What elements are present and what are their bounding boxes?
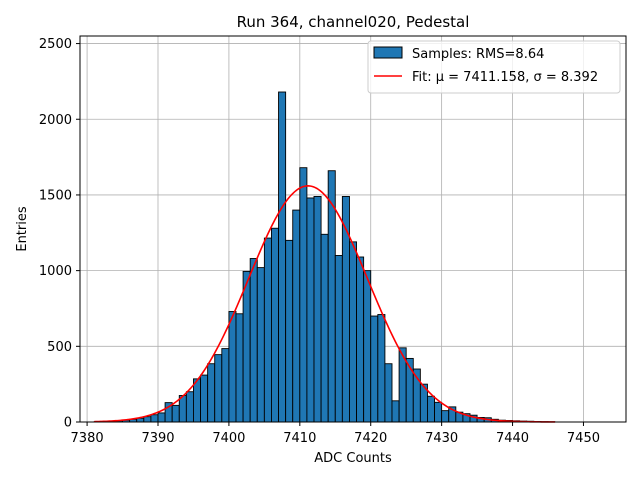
x-tick-label: 7400 bbox=[212, 431, 245, 446]
histogram-bar bbox=[313, 196, 322, 423]
histogram-bar bbox=[263, 237, 272, 423]
x-tick-label: 7440 bbox=[496, 431, 529, 446]
chart-title: Run 364, channel020, Pedestal bbox=[237, 13, 470, 31]
x-tick-label: 7420 bbox=[354, 431, 387, 446]
histogram-bar bbox=[370, 315, 379, 423]
y-tick-label: 0 bbox=[64, 416, 72, 431]
histogram-bar bbox=[334, 255, 343, 423]
histogram-bar bbox=[320, 233, 329, 423]
histogram-bar bbox=[171, 404, 180, 423]
legend-histogram-swatch bbox=[373, 46, 403, 59]
histogram-bar bbox=[235, 313, 244, 423]
y-axis-ticks: 0 500 1000 1500 2000 2500 bbox=[39, 37, 80, 431]
histogram-bar bbox=[157, 412, 166, 423]
histogram-bars bbox=[93, 91, 556, 423]
x-tick-label: 7430 bbox=[425, 431, 458, 446]
histogram-bar bbox=[427, 395, 435, 423]
histogram-bar bbox=[228, 311, 237, 423]
y-tick-label: 1500 bbox=[39, 188, 72, 203]
legend: Samples: RMS=8.64 Fit: μ = 7411.158, σ =… bbox=[367, 40, 621, 94]
fit-curve bbox=[94, 185, 556, 423]
histogram-bar bbox=[349, 241, 357, 423]
y-tick-label: 1000 bbox=[39, 264, 72, 279]
histogram-bar bbox=[193, 378, 201, 423]
x-axis-title: ADC Counts bbox=[314, 451, 392, 466]
x-tick-label: 7450 bbox=[567, 431, 600, 446]
legend-box bbox=[367, 40, 621, 94]
histogram-bar bbox=[143, 416, 152, 423]
histogram-bar bbox=[207, 363, 216, 423]
histogram-bar bbox=[384, 363, 393, 423]
histogram-bar bbox=[356, 256, 365, 423]
legend-histogram-label: Samples: RMS=8.64 bbox=[412, 47, 544, 62]
y-tick-label: 2000 bbox=[39, 113, 72, 128]
fit-curve-group bbox=[94, 185, 556, 423]
histogram-bar bbox=[434, 401, 443, 423]
plot-frame bbox=[79, 35, 627, 423]
histogram-bar bbox=[441, 410, 450, 423]
histogram-bar bbox=[285, 239, 294, 423]
histogram-bar bbox=[214, 354, 223, 423]
histogram-bar bbox=[278, 91, 287, 423]
histogram-bar bbox=[363, 270, 372, 423]
y-tick-label: 500 bbox=[47, 340, 72, 355]
y-axis-title: Entries bbox=[15, 206, 30, 252]
x-tick-label: 7410 bbox=[283, 431, 316, 446]
histogram-bar bbox=[292, 209, 301, 423]
histogram-bar bbox=[377, 314, 386, 423]
histogram-bar bbox=[150, 414, 159, 423]
histogram-bar bbox=[185, 391, 194, 423]
histogram-bar bbox=[256, 267, 265, 423]
x-tick-label: 7380 bbox=[71, 431, 104, 446]
histogram-bar bbox=[249, 258, 258, 423]
histogram-bar bbox=[271, 227, 279, 423]
histogram-bar bbox=[221, 348, 230, 423]
histogram-bar bbox=[200, 374, 209, 423]
y-tick-label: 2500 bbox=[39, 37, 72, 52]
x-tick-label: 7390 bbox=[141, 431, 174, 446]
histogram-bar bbox=[391, 400, 400, 423]
histogram-bar bbox=[306, 197, 315, 423]
legend-fit-label: Fit: μ = 7411.158, σ = 8.392 bbox=[412, 70, 598, 85]
x-axis-ticks: 7380 7390 7400 7410 7420 7430 7440 7450 bbox=[71, 422, 600, 446]
histogram-bar bbox=[299, 167, 308, 423]
histogram-bar bbox=[178, 395, 187, 423]
histogram-bar bbox=[242, 270, 251, 423]
